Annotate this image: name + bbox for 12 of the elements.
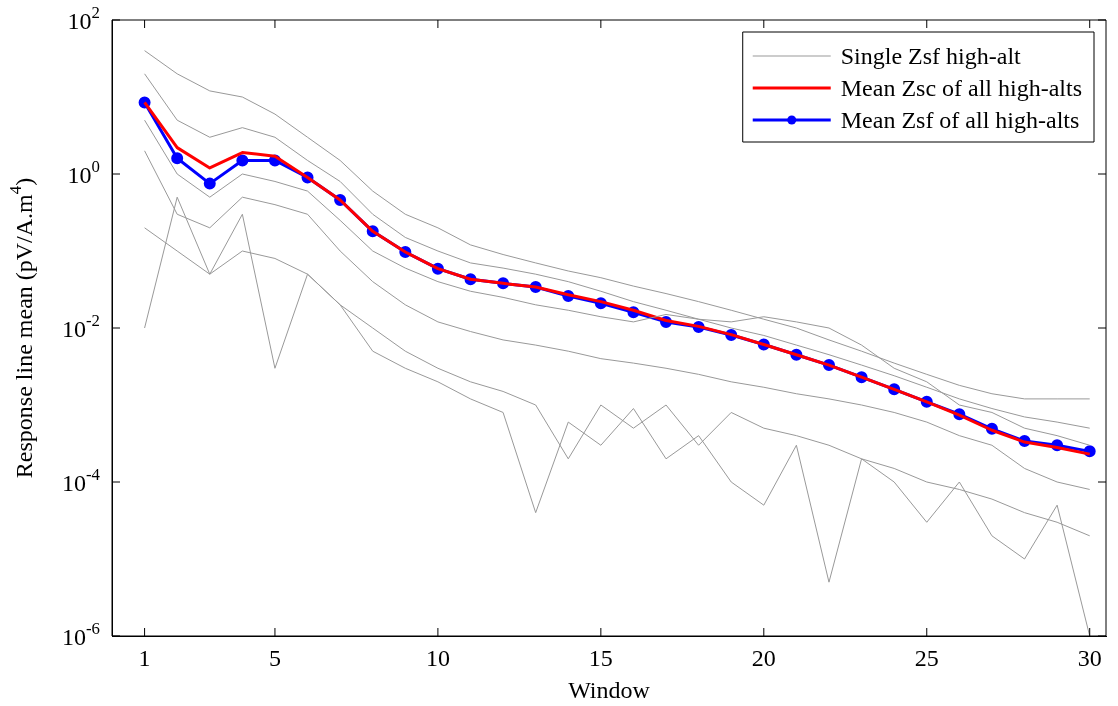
legend-label: Mean Zsc of all high-alts xyxy=(840,75,1082,101)
x-tick-label: 20 xyxy=(751,645,776,671)
x-axis-title: Window xyxy=(568,677,651,703)
legend-label: Mean Zsf of all high-alts xyxy=(840,107,1080,133)
x-tick-label: 25 xyxy=(914,645,939,671)
x-tick-label: 15 xyxy=(588,645,613,671)
x-tick-label: 1 xyxy=(138,645,151,671)
x-tick-label: 5 xyxy=(268,645,281,671)
legend-label: Single Zsf high-alt xyxy=(840,43,1022,69)
y-axis-title: Response line mean (pV/A.m4) xyxy=(6,177,37,479)
x-tick-label: 10 xyxy=(425,645,450,671)
x-tick-label: 30 xyxy=(1077,645,1102,671)
